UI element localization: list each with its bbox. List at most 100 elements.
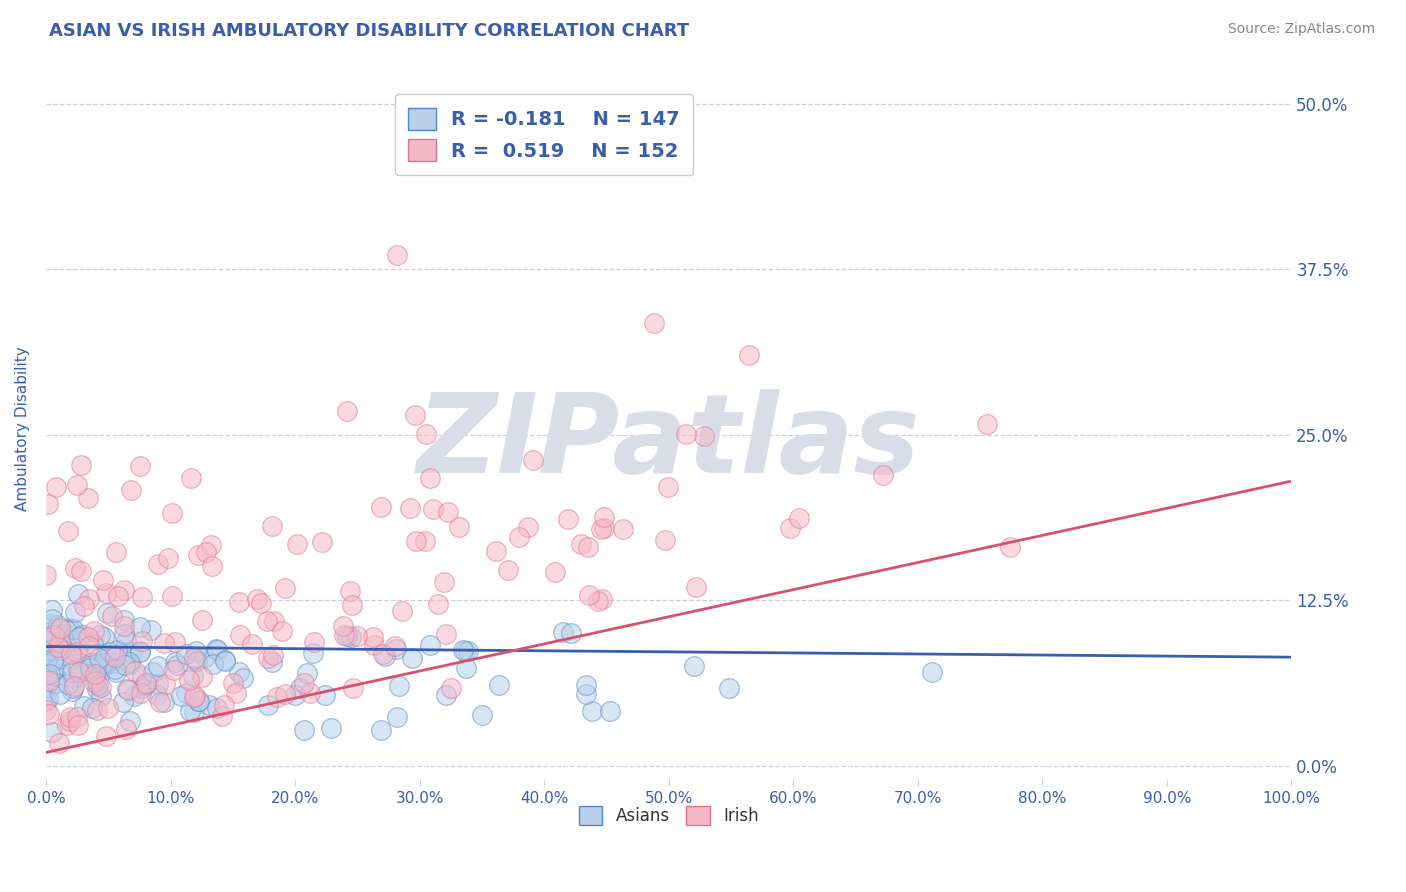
Point	[516, 520, 538, 534]
Point	[115, 634, 138, 648]
Point	[118, 655, 141, 669]
Point	[84, 666, 107, 681]
Point	[183, 690, 205, 705]
Point	[413, 534, 436, 549]
Point	[188, 694, 211, 708]
Point	[66, 710, 89, 724]
Point	[174, 686, 197, 700]
Point	[91, 656, 114, 670]
Point	[589, 522, 612, 536]
Point	[440, 681, 463, 695]
Point	[163, 635, 186, 649]
Point	[593, 510, 616, 524]
Point	[97, 701, 120, 715]
Point	[98, 645, 121, 659]
Point	[299, 686, 322, 700]
Point	[314, 688, 336, 702]
Point	[284, 688, 307, 702]
Point	[124, 664, 146, 678]
Point	[55, 623, 77, 637]
Point	[612, 522, 634, 536]
Point	[271, 624, 294, 638]
Point	[112, 619, 135, 633]
Point	[128, 620, 150, 634]
Point	[45, 480, 67, 494]
Point	[262, 648, 284, 662]
Point	[576, 540, 599, 554]
Point	[56, 524, 79, 538]
Point	[66, 640, 89, 655]
Point	[46, 640, 69, 655]
Point	[60, 651, 83, 665]
Point	[201, 657, 224, 672]
Point	[105, 643, 128, 657]
Point	[361, 630, 384, 644]
Point	[179, 673, 201, 687]
Point	[212, 698, 235, 713]
Point	[274, 581, 297, 595]
Point	[38, 625, 60, 640]
Point	[260, 655, 283, 669]
Point	[120, 714, 142, 728]
Point	[405, 534, 427, 549]
Point	[599, 704, 621, 718]
Point	[370, 500, 392, 515]
Point	[93, 630, 115, 644]
Point	[93, 659, 115, 673]
Point	[717, 681, 740, 696]
Point	[100, 656, 122, 670]
Point	[738, 348, 761, 362]
Point	[214, 654, 236, 668]
Point	[198, 698, 221, 712]
Point	[311, 534, 333, 549]
Point	[183, 651, 205, 665]
Point	[657, 479, 679, 493]
Point	[374, 649, 396, 664]
Point	[551, 624, 574, 639]
Point	[145, 689, 167, 703]
Point	[290, 681, 312, 695]
Point	[62, 681, 84, 695]
Point	[132, 678, 155, 692]
Point	[422, 501, 444, 516]
Point	[77, 659, 100, 673]
Point	[488, 678, 510, 692]
Point	[186, 654, 208, 668]
Point	[107, 589, 129, 603]
Point	[129, 686, 152, 700]
Point	[685, 580, 707, 594]
Point	[434, 688, 457, 702]
Point	[654, 533, 676, 547]
Point	[41, 602, 63, 616]
Point	[201, 558, 224, 573]
Point	[195, 545, 218, 559]
Point	[89, 628, 111, 642]
Point	[485, 544, 508, 558]
Point	[105, 665, 128, 679]
Point	[683, 659, 706, 673]
Point	[38, 643, 60, 657]
Point	[456, 661, 478, 675]
Point	[77, 491, 100, 505]
Point	[49, 635, 72, 649]
Point	[163, 656, 186, 670]
Point	[246, 592, 269, 607]
Point	[184, 690, 207, 704]
Point	[675, 426, 697, 441]
Point	[38, 673, 60, 688]
Point	[101, 648, 124, 662]
Point	[787, 511, 810, 525]
Point	[60, 648, 83, 662]
Point	[153, 676, 176, 690]
Point	[135, 676, 157, 690]
Point	[142, 665, 165, 679]
Point	[48, 621, 70, 635]
Point	[522, 453, 544, 467]
Point	[46, 617, 69, 632]
Point	[90, 680, 112, 694]
Point	[62, 623, 84, 637]
Point	[60, 653, 83, 667]
Point	[363, 638, 385, 652]
Point	[569, 537, 592, 551]
Point	[457, 644, 479, 658]
